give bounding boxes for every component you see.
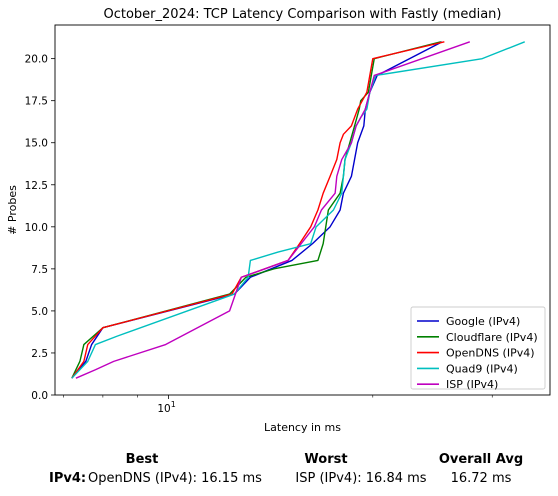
legend-box (410, 306, 546, 390)
y-axis-label: # Probes (6, 185, 19, 235)
y-tick-label: 12.5 (25, 180, 48, 192)
best-header: Best (125, 452, 159, 467)
x-tick-exponent: 1 (171, 400, 176, 409)
chart: October_2024: TCP Latency Comparison wit… (6, 7, 551, 434)
legend-label: ISP (IPv4) (446, 378, 498, 391)
y-tick-label: 5.0 (31, 306, 48, 318)
y-tick-label: 7.5 (31, 264, 48, 276)
y-tick-label: 2.5 (31, 348, 48, 360)
summary-panel: Best Worst Overall Avg IPv4: OpenDNS (IP… (0, 448, 558, 496)
y-tick-label: 20.0 (25, 54, 48, 66)
y-tick-label: 17.5 (25, 96, 48, 108)
plot-frame (54, 24, 551, 396)
series-line-cloudflare-ipv4 (71, 41, 442, 379)
series-line-google-ipv4 (71, 41, 443, 379)
legend-label: Quad9 (IPv4) (446, 362, 518, 375)
overall-avg-value: 16.72 ms (450, 471, 512, 486)
y-tick-label: 0.0 (31, 390, 48, 402)
latency-chart: October_2024: TCP Latency Comparison wit… (6, 7, 551, 434)
row-label: IPv4: (49, 471, 87, 486)
legend-label: Google (IPv4) (446, 315, 520, 328)
worst-header: Worst (304, 452, 348, 467)
series-line-isp-ipv4 (75, 41, 471, 379)
overall-avg-header: Overall Avg (438, 452, 524, 467)
legend-label: Cloudflare (IPv4) (446, 331, 538, 344)
y-tick-label: 10.0 (25, 222, 48, 234)
x-axis-label: Latency in ms (264, 421, 341, 434)
series-line-opendns-ipv4 (71, 41, 445, 379)
best-value: OpenDNS (IPv4): 16.15 ms (88, 471, 262, 486)
row-label-text: IPv4 (49, 471, 81, 486)
chart-title: October_2024: TCP Latency Comparison wit… (104, 7, 502, 22)
x-tick-label: 101 (157, 400, 175, 415)
y-tick-label: 15.0 (25, 138, 48, 150)
legend-label: OpenDNS (IPv4) (446, 347, 535, 360)
worst-value: ISP (IPv4): 16.84 ms (295, 471, 427, 486)
row-label-colon: : (80, 471, 87, 486)
